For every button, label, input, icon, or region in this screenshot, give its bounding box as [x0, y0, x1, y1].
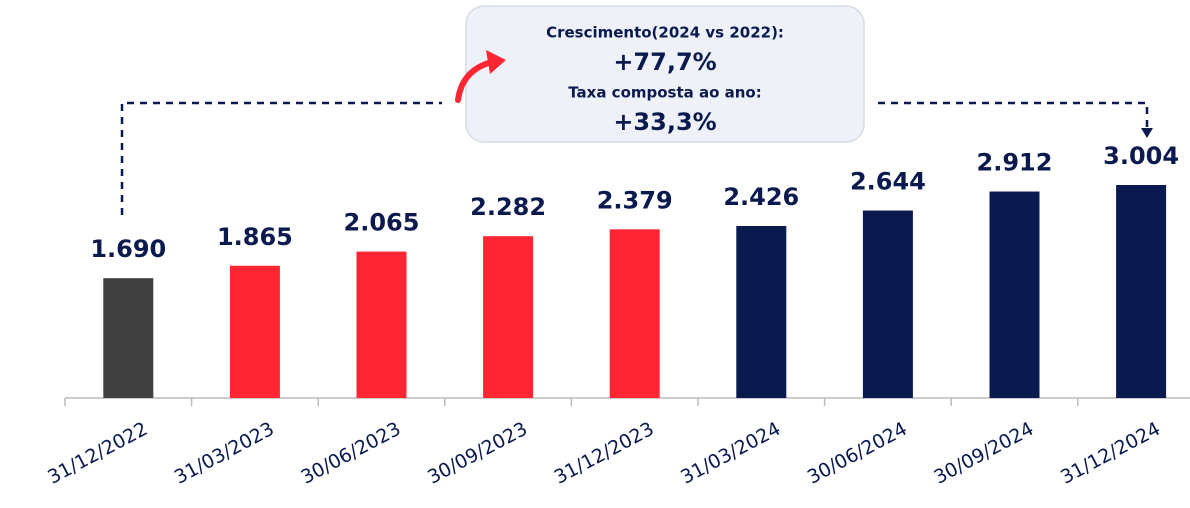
x-tick-label: 30/09/2023 — [424, 418, 531, 489]
value-label: 2.426 — [723, 183, 799, 211]
x-tick-label: 31/03/2024 — [677, 418, 784, 489]
x-tick-label: 31/03/2023 — [171, 418, 278, 489]
value-label: 2.282 — [470, 193, 546, 221]
value-label: 2.644 — [850, 168, 926, 196]
annotation: Taxa composta ao ano: — [568, 84, 762, 102]
red-arrow — [455, 59, 495, 103]
bar — [1116, 185, 1167, 398]
bar — [736, 225, 787, 398]
value-label: 1.865 — [217, 223, 293, 251]
value-label: 2.065 — [344, 209, 420, 237]
bar — [989, 191, 1040, 398]
annotation: +77,7% — [613, 48, 716, 76]
x-tick-label: 30/06/2023 — [297, 418, 404, 489]
bar — [862, 210, 913, 398]
annotation: Crescimento(2024 vs 2022): — [546, 24, 784, 42]
value-label: 3.004 — [1103, 142, 1179, 170]
x-tick-label: 30/09/2024 — [930, 418, 1037, 489]
x-tick-label: 31/12/2022 — [44, 418, 151, 489]
annotation: +33,3% — [613, 108, 716, 136]
x-tick-label: 31/12/2023 — [551, 418, 658, 489]
x-tick-label: 30/06/2024 — [804, 418, 911, 489]
value-label: 1.690 — [90, 235, 166, 263]
x-tick-label: 31/12/2024 — [1057, 418, 1164, 489]
bar — [356, 251, 407, 398]
bracket-arrow — [1141, 128, 1153, 138]
bracket — [120, 101, 1149, 215]
bar — [483, 236, 534, 398]
value-label: 2.912 — [977, 149, 1053, 177]
value-label: 2.379 — [597, 186, 673, 214]
bar — [609, 229, 660, 398]
red-arrow-head — [486, 50, 506, 74]
bar — [229, 265, 280, 398]
bar — [103, 278, 154, 398]
